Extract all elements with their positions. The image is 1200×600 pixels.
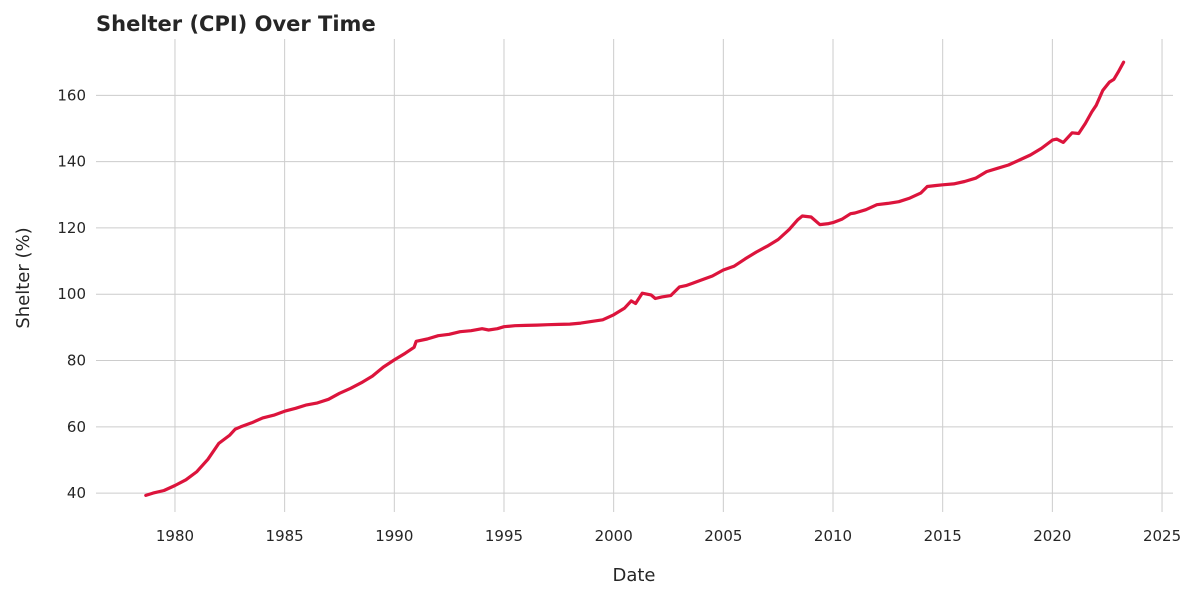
x-gridlines <box>174 39 1163 512</box>
x-axis-label: Date <box>612 565 655 586</box>
y-axis-label: Shelter (%) <box>13 227 34 328</box>
x-tick-label: 1995 <box>485 527 523 545</box>
chart-title: Shelter (CPI) Over Time <box>96 12 376 36</box>
x-tick-label: 2020 <box>1033 527 1071 545</box>
x-tick-label: 2000 <box>595 527 633 545</box>
y-gridlines <box>96 94 1173 494</box>
y-tick-label: 80 <box>67 352 86 370</box>
x-tick-label: 2025 <box>1143 527 1181 545</box>
y-tick-label: 120 <box>57 219 86 237</box>
y-tick-label: 140 <box>57 153 86 171</box>
x-tick-label: 2015 <box>924 527 962 545</box>
y-tick-label: 40 <box>67 484 86 502</box>
x-tick-label: 2010 <box>814 527 852 545</box>
x-tick-label: 1980 <box>156 527 194 545</box>
y-tick-labels: 40 60 80 100 120 140 160 <box>57 86 86 502</box>
y-tick-label: 100 <box>57 285 86 303</box>
x-tick-label: 2005 <box>704 527 742 545</box>
series-line <box>144 60 1126 497</box>
x-tick-labels: 1980 1985 1990 1995 2000 2005 2010 2015 2020 2025 <box>156 527 1181 545</box>
series-layer <box>144 60 1126 497</box>
y-tick-label: 160 <box>57 86 86 104</box>
y-tick-label: 60 <box>67 418 86 436</box>
x-tick-label: 1985 <box>266 527 304 545</box>
x-tick-label: 1990 <box>375 527 413 545</box>
